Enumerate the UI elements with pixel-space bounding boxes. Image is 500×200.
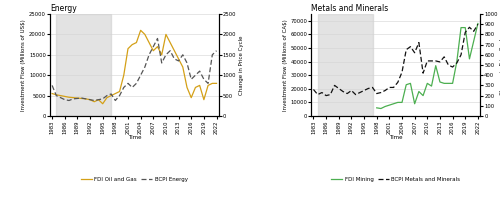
Legend: FDI Oil and Gas, BCPI Energy: FDI Oil and Gas, BCPI Energy bbox=[78, 175, 190, 185]
X-axis label: Time: Time bbox=[389, 135, 402, 140]
X-axis label: Time: Time bbox=[128, 135, 141, 140]
Y-axis label: Change in Price Cycle: Change in Price Cycle bbox=[239, 35, 244, 95]
Y-axis label: Investment Flow (Millions of US$): Investment Flow (Millions of US$) bbox=[21, 19, 26, 111]
Y-axis label: Investment Flow (Millions of CA$): Investment Flow (Millions of CA$) bbox=[282, 19, 288, 111]
Bar bbox=[318, 14, 372, 116]
Text: Energy: Energy bbox=[50, 4, 77, 13]
Text: Metals and Minerals: Metals and Minerals bbox=[312, 4, 388, 13]
Bar bbox=[56, 14, 111, 116]
Legend: FDI Mining, BCPI Metals and Minerals: FDI Mining, BCPI Metals and Minerals bbox=[329, 175, 462, 185]
